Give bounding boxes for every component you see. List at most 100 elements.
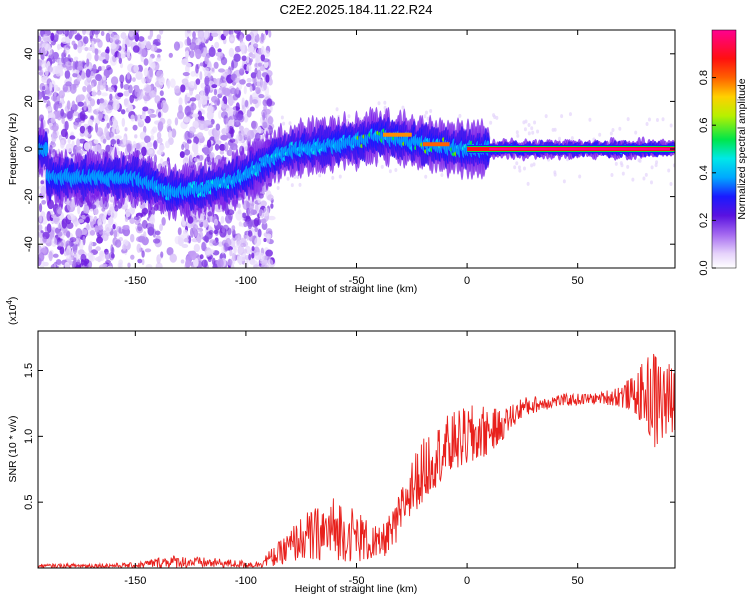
spectrogram-noise-blob: [105, 84, 109, 92]
spectrogram-noise-blob: [48, 250, 53, 262]
snr-line: [38, 353, 675, 568]
spectrogram-noise-blob: [263, 81, 267, 91]
spectrogram-noise-blob: [560, 114, 564, 119]
spectrogram-noise-blob: [228, 115, 235, 120]
spectrogram-noise-blob: [91, 89, 96, 98]
spectrogram-noise-blob: [263, 237, 267, 243]
spectrogram-y-tick-label: 0: [23, 146, 35, 152]
spectrogram-noise-blob: [146, 141, 153, 148]
spectrogram-noise-blob: [53, 91, 57, 97]
spectrogram-noise-blob: [38, 91, 43, 100]
spectrogram-noise-blob: [136, 243, 142, 254]
spectrogram-noise-blob: [192, 31, 196, 39]
spectrogram-noise-blob: [49, 81, 53, 92]
spectrogram-noise-blob: [223, 30, 229, 37]
spectrogram-noise-blob: [527, 131, 531, 136]
snr-x-tick-label: 50: [572, 575, 584, 587]
spectrogram-noise-blob: [141, 258, 145, 266]
spectrogram-noise-blob: [215, 52, 223, 57]
spectrogram-noise-blob: [257, 228, 262, 238]
spectrogram-noise-blob: [347, 114, 351, 119]
spectrogram-noise-blob: [76, 94, 83, 104]
spectrogram-noise-blob: [148, 90, 157, 98]
spectrogram-noise-blob: [180, 259, 185, 264]
spectrogram-noise-blob: [181, 58, 189, 66]
spectrogram-noise-blob: [120, 109, 126, 115]
spectrogram-noise-blob: [214, 143, 220, 151]
spectrogram-noise-blob: [108, 131, 114, 138]
spectrogram-noise-blob: [87, 119, 94, 127]
spectrogram-noise-blob: [265, 30, 269, 36]
spectrogram-noise-blob: [110, 42, 117, 50]
spectrogram-noise-blob: [150, 134, 155, 141]
spectrogram-noise-blob: [179, 151, 185, 158]
spectrogram-noise-blob: [206, 154, 211, 163]
spectrogram-noise-blob: [117, 92, 124, 98]
spectrogram-noise-blob: [114, 51, 118, 58]
spectrogram-noise-blob: [142, 125, 147, 134]
spectrogram-noise-blob: [243, 113, 249, 123]
spectrogram-noise-blob: [570, 136, 574, 141]
spectrogram-noise-blob: [186, 30, 191, 34]
spectrogram-noise-blob: [253, 217, 260, 227]
spectrogram-noise-blob: [181, 78, 189, 85]
spectrogram-noise-blob: [125, 208, 131, 218]
spectrogram-peak-cell: [422, 142, 450, 147]
spectrogram-noise-blob: [185, 50, 190, 58]
spectrogram-noise-blob: [86, 84, 92, 94]
spectrogram-noise-blob: [150, 213, 155, 223]
spectrogram-noise-blob: [141, 250, 145, 258]
spectrogram-noise-blob: [262, 121, 268, 129]
spectrogram-noise-blob: [191, 142, 198, 153]
spectrogram-noise-blob: [48, 122, 53, 127]
spectrogram-noise-blob: [199, 62, 204, 67]
spectrogram-noise-blob: [76, 138, 80, 148]
spectrogram-noise-blob: [206, 139, 212, 148]
spectrogram-noise-blob: [162, 160, 170, 167]
spectrogram-noise-blob: [102, 138, 107, 144]
spectrogram-noise-blob: [195, 38, 202, 46]
spectrogram-noise-blob: [105, 32, 111, 43]
spectrogram-noise-blob: [198, 154, 204, 162]
spectrogram-noise-blob: [61, 52, 65, 59]
spectrogram-noise-blob: [141, 77, 147, 84]
spectrogram-noise-blob: [544, 114, 548, 119]
spectrogram-noise-blob: [58, 90, 65, 99]
spectrogram-noise-blob: [155, 57, 162, 62]
spectrogram-noise-blob: [621, 171, 625, 176]
spectrogram-noise-blob: [143, 83, 152, 93]
spectrogram-noise-blob: [94, 38, 101, 43]
spectrogram-noise-blob: [244, 99, 249, 108]
spectrogram-noise-blob: [81, 70, 86, 80]
spectrogram-noise-blob: [258, 94, 265, 99]
spectrogram-noise-blob: [516, 133, 520, 138]
spectrogram-noise-blob: [104, 126, 108, 137]
spectrogram-noise-blob: [243, 216, 251, 222]
spectrogram-noise-blob: [104, 251, 110, 261]
spectrogram-noise-blob: [182, 229, 188, 234]
spectrogram-x-tick-label: 50: [572, 275, 584, 287]
spectrogram-noise-blob: [94, 225, 99, 233]
spectrogram-noise-blob: [227, 258, 233, 266]
spectrogram-noise-blob: [38, 203, 43, 213]
spectrogram-noise-blob: [211, 32, 219, 37]
spectrogram-noise-blob: [265, 74, 270, 83]
spectrogram-noise-blob: [201, 241, 207, 252]
spectrogram-noise-blob: [258, 208, 263, 217]
spectrogram-noise-blob: [495, 115, 499, 120]
spectrogram-noise-blob: [254, 204, 259, 212]
snr-multiplier-label: (x104): [5, 297, 19, 325]
spectrogram-noise-blob: [265, 233, 272, 239]
spectrogram-noise-blob: [64, 261, 70, 268]
spectrogram-noise-blob: [75, 228, 83, 239]
spectrogram-noise-blob: [122, 244, 127, 251]
spectrogram-noise-blob: [533, 120, 537, 125]
spectrogram-noise-blob: [252, 264, 259, 268]
spectrogram-noise-blob: [261, 221, 268, 231]
spectrogram-noise-blob: [65, 248, 70, 256]
spectrogram-noise-blob: [110, 76, 119, 86]
spectrogram-noise-blob: [101, 92, 108, 97]
spectrogram-noise-blob: [73, 257, 77, 268]
spectrogram-noise-blob: [424, 110, 428, 115]
spectrogram-noise-blob: [532, 162, 536, 167]
